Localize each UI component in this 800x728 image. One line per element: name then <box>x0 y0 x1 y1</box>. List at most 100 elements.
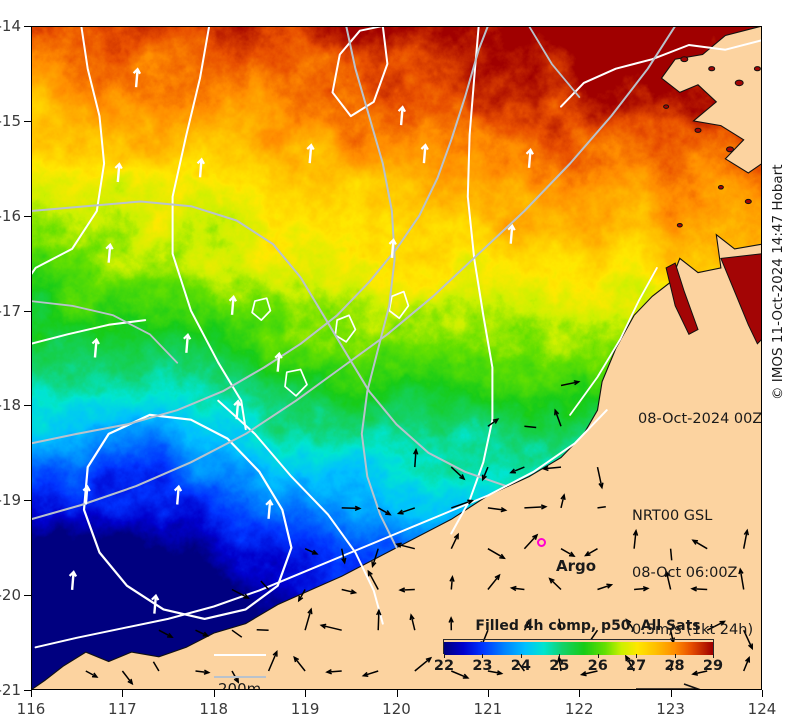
y-axis-tick-mark <box>24 26 31 27</box>
current-vector-arrow <box>371 548 379 569</box>
current-vector-arrow <box>409 613 416 631</box>
current-vector-arrow <box>152 661 160 672</box>
current-vector-arrow <box>691 539 708 550</box>
masked-current-vector-8 <box>91 337 100 358</box>
colorbar-gradient-bar <box>443 639 714 655</box>
colorbar-tick-mark <box>559 654 561 658</box>
masked-current-vector-4 <box>420 143 429 164</box>
current-vector-arrow <box>451 499 475 509</box>
colorbar-tick-label: 25 <box>549 658 570 674</box>
sst-isotherm-ring-a <box>331 26 389 118</box>
colorbar-tick-mark <box>520 654 522 658</box>
colorbar-tick-mark <box>597 654 599 658</box>
current-vector-arrow <box>304 548 319 555</box>
composite-date-label: 08-Oct-2024 00Z <box>638 411 762 427</box>
colorbar-tick-label: 23 <box>472 658 493 674</box>
y-axis-tick-label: -15 <box>0 111 21 130</box>
map-plot-area[interactable]: 08-Oct-2024 00Z NRT00 GSL 08-Oct 06:00Z … <box>31 26 762 690</box>
masked-current-vector-1 <box>114 162 123 183</box>
y-axis-tick-mark <box>24 120 31 122</box>
current-vector-arrow <box>523 533 539 550</box>
current-vector-arrow <box>706 620 727 631</box>
colorbar-tick-mark <box>636 654 638 658</box>
current-vector-arrow <box>632 528 639 549</box>
current-vector-arrow <box>260 580 270 591</box>
masked-current-vector-2 <box>196 157 206 178</box>
colorbar-tick-mark <box>713 654 714 658</box>
current-vector-arrow <box>743 629 753 651</box>
y-axis-tick-label: -17 <box>0 301 21 320</box>
depth-200m-label: 200m <box>218 680 262 690</box>
current-vector-arrow <box>560 380 581 387</box>
current-vector-arrow <box>450 466 466 481</box>
current-vector-arrow <box>579 670 598 677</box>
current-vector-arrow <box>304 607 313 631</box>
depth-contour-legend: 200m 1000m <box>218 639 271 690</box>
current-vector-arrow <box>293 655 306 672</box>
current-vector-arrow <box>517 661 526 672</box>
current-legend: NRT00 GSL 08-Oct 06:00Z 0.5m/s (1kt 24h) <box>632 469 753 690</box>
masked-current-vector-17 <box>388 238 397 258</box>
sst-isotherm-blob-1 <box>334 314 357 343</box>
offshore-island-7 <box>663 104 670 109</box>
offshore-island-6 <box>726 146 734 153</box>
current-vector-arrow <box>361 670 379 678</box>
masked-current-vector-5 <box>525 147 534 168</box>
sst-isotherm-blob-3 <box>284 368 308 397</box>
current-vector-arrow <box>597 505 606 509</box>
depth-contour-200m-b <box>569 266 658 416</box>
current-vector-arrow <box>560 548 576 558</box>
colorbar-title: Filled 4h comp, p50, All Sats <box>475 618 701 634</box>
current-vector-arrow <box>487 548 506 560</box>
x-axis-tick-label: 119 <box>290 700 320 718</box>
current-vector-arrow <box>590 629 599 640</box>
current-vector-arrow <box>742 528 750 549</box>
depth-1000m-swatch <box>214 676 266 678</box>
x-axis-tick-label: 121 <box>473 700 503 718</box>
current-vector-arrow <box>195 669 211 675</box>
sst-isotherm-2 <box>171 26 247 431</box>
y-axis-tick-label: -18 <box>0 396 21 415</box>
current-vector-arrow <box>597 583 614 591</box>
x-axis-tick-label: 116 <box>16 700 46 718</box>
x-axis-tick-mark <box>762 690 763 697</box>
y-axis-tick-label: -14 <box>0 17 21 35</box>
y-axis-tick-mark <box>24 215 31 217</box>
current-vector-arrow <box>691 670 708 676</box>
y-axis-tick-mark <box>24 690 31 691</box>
current-vector-arrow <box>625 618 635 631</box>
colorbar-tick-label: 29 <box>702 658 724 674</box>
masked-current-vector-7 <box>228 295 237 315</box>
current-vector-arrow <box>395 542 415 550</box>
colorbar-tick-label: 26 <box>587 658 608 674</box>
x-axis-tick-mark <box>487 690 489 697</box>
offshore-island-2 <box>708 66 716 72</box>
current-vector-arrow <box>367 569 379 590</box>
offshore-island-4 <box>753 66 761 72</box>
y-axis-tick-mark <box>24 405 31 407</box>
sst-isotherm-3 <box>450 26 494 535</box>
current-vector-arrow <box>377 507 392 516</box>
x-axis-tick-label: 117 <box>108 700 137 718</box>
current-vector-arrow <box>487 573 501 590</box>
current-vector-arrow <box>487 670 504 676</box>
sst-isotherm-blob-4 <box>251 297 272 321</box>
masked-current-vector-20 <box>397 105 407 126</box>
current-vector-arrow <box>743 655 751 672</box>
x-axis-tick-label: 124 <box>747 700 777 718</box>
current-vector-arrow <box>509 585 525 592</box>
current-vector-arrow <box>625 654 635 672</box>
current-vector-arrow <box>554 408 562 427</box>
current-vector-arrow <box>690 586 708 592</box>
y-axis-tick-label: -19 <box>0 491 21 510</box>
offshore-island-10 <box>717 185 724 190</box>
current-vector-arrow <box>548 577 562 591</box>
coastal-inlet-2 <box>665 262 699 335</box>
current-vector-arrow <box>121 670 134 686</box>
x-axis-tick-mark <box>579 690 581 697</box>
offshore-island-9 <box>676 222 683 228</box>
current-vector-arrow <box>414 656 433 672</box>
current-vector-arrow <box>85 670 99 678</box>
current-vector-arrow <box>509 466 525 474</box>
current-product-label: NRT00 GSL <box>632 508 713 524</box>
